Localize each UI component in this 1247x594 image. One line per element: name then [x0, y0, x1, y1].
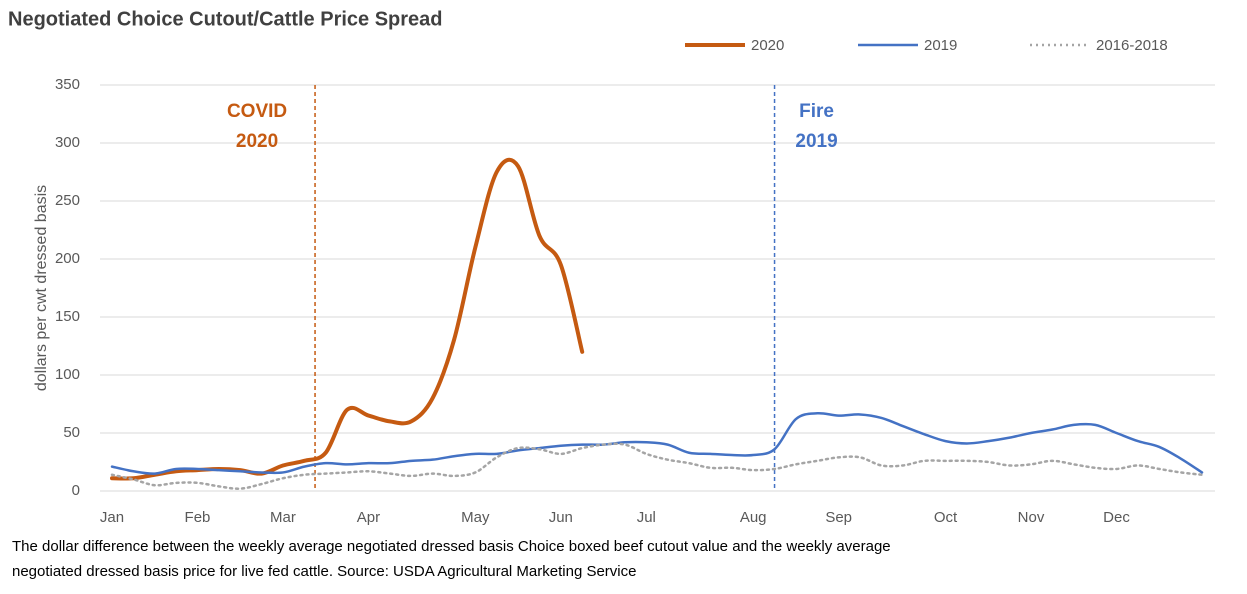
series-line [110, 411, 1204, 475]
y-tick-label: 350 [55, 76, 80, 93]
annotation-text: 2020 [236, 131, 278, 152]
y-tick-label: 250 [55, 192, 80, 209]
legend-label: 2016-2018 [1096, 37, 1168, 54]
x-tick-label: Sep [825, 509, 852, 526]
y-tick-label: 0 [72, 482, 80, 499]
y-tick-label: 100 [55, 366, 80, 383]
legend-label: 2020 [751, 37, 784, 54]
y-axis-label: dollars per cwt dressed basis [33, 185, 50, 391]
annotation-text: Fire [799, 101, 834, 122]
y-tick-label: 200 [55, 250, 80, 267]
footnote: The dollar difference between the weekly… [12, 538, 891, 555]
x-tick-label: Jul [637, 509, 656, 526]
x-tick-label: Oct [934, 509, 958, 526]
y-tick-label: 150 [55, 308, 80, 325]
x-tick-label: Jun [549, 509, 573, 526]
annotation-text: COVID [227, 101, 287, 122]
x-tick-label: Feb [185, 509, 211, 526]
y-tick-label: 300 [55, 134, 80, 151]
x-tick-label: Nov [1018, 509, 1045, 526]
series-line [110, 157, 585, 481]
legend-label: 2019 [924, 37, 957, 54]
x-tick-label: Jan [100, 509, 124, 526]
x-tick-label: Apr [357, 509, 380, 526]
x-tick-label: May [461, 509, 490, 526]
annotation-text: 2019 [795, 131, 837, 152]
footnote: negotiated dressed basis price for live … [12, 563, 636, 580]
x-tick-label: Dec [1103, 509, 1130, 526]
y-tick-label: 50 [63, 424, 80, 441]
chart-title: Negotiated Choice Cutout/Cattle Price Sp… [8, 8, 443, 30]
x-tick-label: Aug [740, 509, 767, 526]
x-tick-label: Mar [270, 509, 296, 526]
series-line [110, 442, 1204, 490]
